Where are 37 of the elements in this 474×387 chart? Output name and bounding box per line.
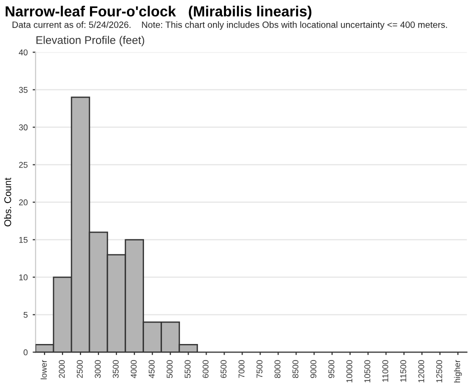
x-tick-label: 3000	[94, 360, 101, 378]
x-tick-label: 2000	[58, 360, 65, 378]
y-tick-label: 30	[18, 124, 28, 130]
y-axis-title: Obs. Count	[4, 178, 12, 226]
y-tick-label: 5	[24, 312, 28, 318]
chart-subtitle: Elevation Profile (feet)	[36, 36, 144, 46]
x-tick-label: lower	[40, 360, 47, 380]
chart-title: Narrow-leaf Four-o'clock (Mirabilis linearis)	[6, 6, 312, 20]
x-tick-label: 6000	[202, 360, 209, 378]
x-tick-label: 9000	[310, 360, 316, 378]
x-tick-label: 4000	[130, 360, 137, 378]
x-tick-label: 8000	[274, 360, 280, 378]
y-tick-label: 15	[19, 236, 28, 243]
x-tick-label: 11500	[400, 360, 406, 382]
x-tick-label: higher	[454, 360, 462, 382]
x-tick-label: 12000	[418, 360, 424, 382]
y-tick-label: 20	[19, 199, 28, 206]
x-tick-label: 3500	[112, 360, 119, 378]
text: Data current as of: 5/24/2026. Note: This chart only includes Obs with locational uncertainty <= 400 meters.	[12, 21, 447, 30]
x-tick-label: 9500	[328, 360, 334, 378]
x-tick-label: 11000	[382, 360, 388, 382]
x-tick-label: 10500	[364, 360, 370, 382]
y-tick-label: 25	[19, 162, 28, 168]
y-tick-label: 0	[24, 349, 28, 356]
x-tick-label: 6500	[220, 360, 226, 378]
x-tick-label: 12500	[436, 360, 442, 382]
x-tick-label: 10000	[346, 360, 352, 382]
x-tick-label: 7500	[256, 360, 262, 378]
x-tick-label: 8500	[292, 360, 298, 378]
x-tick-label: 5500	[184, 360, 191, 378]
y-tick-label: 40	[18, 49, 28, 56]
x-tick-label: 4500	[148, 360, 155, 378]
y-tick-label: 10	[19, 274, 28, 280]
y-tick-label: 35	[18, 86, 28, 93]
x-tick-label: 5000	[166, 360, 173, 378]
x-tick-label: 7000	[238, 360, 244, 378]
x-tick-label: 2500	[76, 360, 83, 378]
